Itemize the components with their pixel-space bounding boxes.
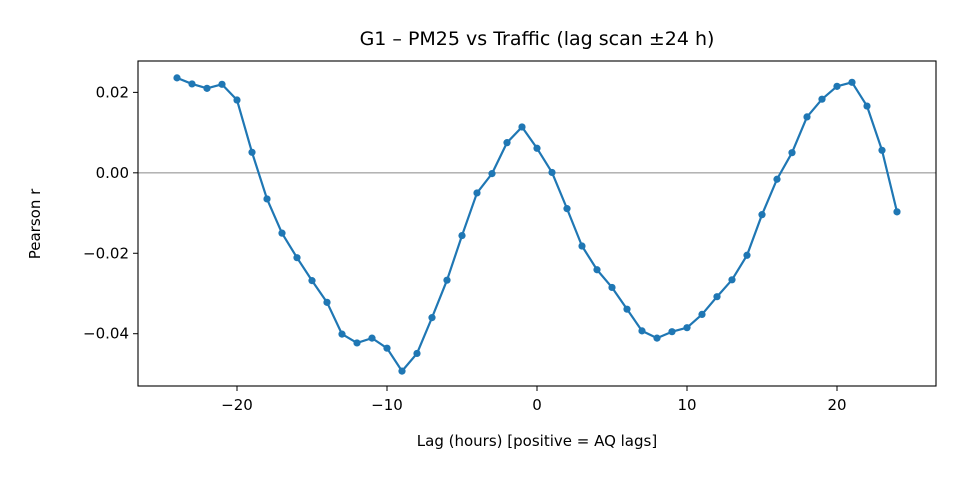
y-tick-label: −0.04 <box>83 325 129 343</box>
data-point <box>803 113 811 121</box>
y-tick-label: 0.00 <box>96 164 129 182</box>
data-point <box>248 148 256 156</box>
y-tick-label: 0.02 <box>96 83 129 101</box>
data-point <box>728 276 736 284</box>
y-axis: 0.02 0.00 −0.02 −0.04 <box>83 83 138 343</box>
data-point <box>428 314 436 322</box>
x-tick-label: 20 <box>827 396 846 414</box>
y-axis-label: Pearson r <box>26 188 44 259</box>
y-tick-label: −0.02 <box>83 244 129 262</box>
data-point <box>563 205 571 213</box>
data-point <box>188 80 196 88</box>
data-point <box>368 334 376 342</box>
data-point <box>788 149 796 157</box>
data-point <box>713 293 721 301</box>
x-axis-label: Lag (hours) [positive = AQ lags] <box>417 432 657 450</box>
x-tick-label: 10 <box>677 396 696 414</box>
x-tick-label: −20 <box>221 396 253 414</box>
data-point <box>458 231 466 240</box>
data-point <box>323 298 331 306</box>
plot-area <box>137 60 937 387</box>
data-point <box>638 327 646 335</box>
data-point <box>518 123 526 131</box>
data-point <box>533 144 541 152</box>
data-point <box>578 242 586 250</box>
data-point <box>683 324 691 332</box>
plot-frame <box>137 60 937 387</box>
data-point <box>353 339 361 347</box>
data-point <box>473 189 481 197</box>
data-point <box>548 168 556 177</box>
data-point <box>668 328 676 336</box>
chart-title: G1 – PM25 vs Traffic (lag scan ±24 h) <box>360 28 715 50</box>
data-point <box>818 95 826 103</box>
data-point <box>863 102 871 110</box>
data-point <box>698 310 706 318</box>
data-point <box>398 367 406 375</box>
data-point <box>653 334 661 342</box>
data-point <box>878 146 886 154</box>
data-point <box>848 78 856 86</box>
data-point <box>593 266 601 274</box>
data-point <box>218 80 226 88</box>
data-point <box>833 82 841 90</box>
data-point <box>173 74 181 82</box>
data-point <box>743 251 751 259</box>
data-point <box>413 349 421 358</box>
data-point <box>503 139 511 147</box>
series-line <box>176 76 899 373</box>
x-tick-label: 0 <box>532 396 542 414</box>
data-point <box>308 277 316 285</box>
data-point <box>338 330 346 338</box>
data-point <box>293 254 301 262</box>
data-point <box>233 96 241 104</box>
data-point <box>758 211 766 219</box>
data-point <box>893 208 901 216</box>
data-point <box>443 276 451 284</box>
data-point <box>488 170 496 178</box>
data-point <box>608 283 616 292</box>
data-point <box>383 344 391 352</box>
x-tick-label: −10 <box>371 396 403 414</box>
data-point <box>203 84 211 92</box>
x-axis: −20 −10 0 10 20 <box>221 386 847 414</box>
data-point <box>623 305 631 313</box>
data-point <box>263 195 271 203</box>
data-point <box>773 175 781 183</box>
data-point <box>278 229 286 237</box>
